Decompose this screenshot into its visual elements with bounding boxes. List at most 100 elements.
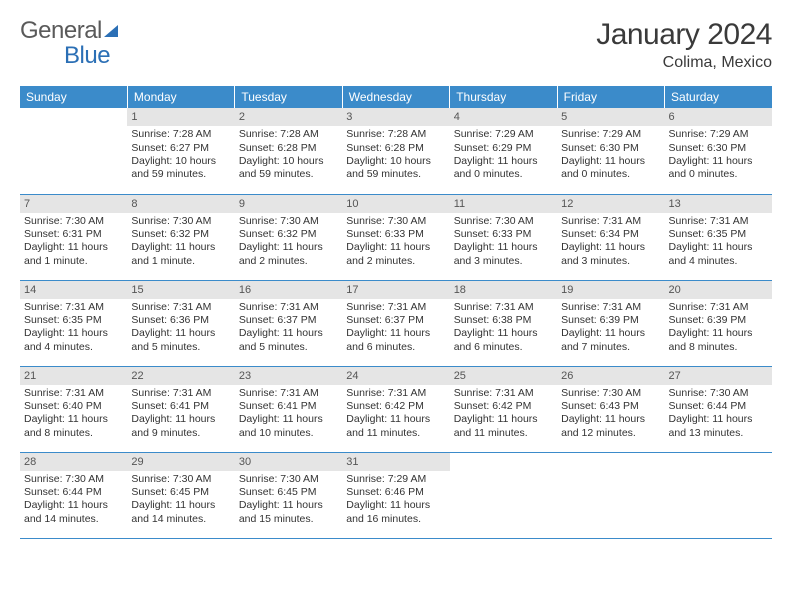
day-number: 10 (342, 195, 449, 213)
calendar-week-row: 7Sunrise: 7:30 AMSunset: 6:31 PMDaylight… (20, 194, 772, 280)
calendar-day-cell: 6Sunrise: 7:29 AMSunset: 6:30 PMDaylight… (665, 108, 772, 194)
day-number: 2 (235, 108, 342, 126)
daylight-line: Daylight: 11 hours and 0 minutes. (669, 155, 753, 180)
day-number: 28 (20, 453, 127, 471)
daylight-line: Daylight: 11 hours and 3 minutes. (561, 241, 645, 266)
daylight-line: Daylight: 11 hours and 3 minutes. (454, 241, 538, 266)
sunrise-line: Sunrise: 7:30 AM (24, 215, 104, 227)
day-body: Sunrise: 7:29 AMSunset: 6:29 PMDaylight:… (450, 126, 557, 185)
calendar-day-cell: 2Sunrise: 7:28 AMSunset: 6:28 PMDaylight… (235, 108, 342, 194)
daylight-line: Daylight: 11 hours and 15 minutes. (239, 499, 323, 524)
calendar-day-cell: 28Sunrise: 7:30 AMSunset: 6:44 PMDayligh… (20, 452, 127, 538)
location-text: Colima, Mexico (596, 54, 772, 72)
page-header: GeneralBlue January 2024 Colima, Mexico (20, 18, 772, 72)
sunset-line: Sunset: 6:35 PM (24, 314, 102, 326)
calendar-day-cell: 1Sunrise: 7:28 AMSunset: 6:27 PMDaylight… (127, 108, 234, 194)
day-body: Sunrise: 7:31 AMSunset: 6:38 PMDaylight:… (450, 299, 557, 358)
day-number: 12 (557, 195, 664, 213)
calendar-day-cell: 23Sunrise: 7:31 AMSunset: 6:41 PMDayligh… (235, 366, 342, 452)
sunrise-line: Sunrise: 7:30 AM (131, 215, 211, 227)
calendar-day-cell: 22Sunrise: 7:31 AMSunset: 6:41 PMDayligh… (127, 366, 234, 452)
sunset-line: Sunset: 6:37 PM (239, 314, 317, 326)
day-number: 3 (342, 108, 449, 126)
day-body: Sunrise: 7:31 AMSunset: 6:37 PMDaylight:… (235, 299, 342, 358)
daylight-line: Daylight: 11 hours and 11 minutes. (454, 413, 538, 438)
sunrise-line: Sunrise: 7:31 AM (24, 301, 104, 313)
sunrise-line: Sunrise: 7:31 AM (669, 301, 749, 313)
daylight-line: Daylight: 11 hours and 5 minutes. (239, 327, 323, 352)
sunset-line: Sunset: 6:38 PM (454, 314, 532, 326)
sunrise-line: Sunrise: 7:31 AM (454, 387, 534, 399)
day-number: 25 (450, 367, 557, 385)
logo-text-right: Blue (64, 42, 110, 69)
calendar-day-cell: 12Sunrise: 7:31 AMSunset: 6:34 PMDayligh… (557, 194, 664, 280)
sunset-line: Sunset: 6:39 PM (669, 314, 747, 326)
calendar-day-cell: 30Sunrise: 7:30 AMSunset: 6:45 PMDayligh… (235, 452, 342, 538)
daylight-line: Daylight: 11 hours and 6 minutes. (346, 327, 430, 352)
daylight-line: Daylight: 11 hours and 7 minutes. (561, 327, 645, 352)
daylight-line: Daylight: 11 hours and 4 minutes. (24, 327, 108, 352)
sunrise-line: Sunrise: 7:31 AM (24, 387, 104, 399)
sunrise-line: Sunrise: 7:31 AM (346, 387, 426, 399)
day-body: Sunrise: 7:30 AMSunset: 6:32 PMDaylight:… (127, 213, 234, 272)
calendar-day-cell: 13Sunrise: 7:31 AMSunset: 6:35 PMDayligh… (665, 194, 772, 280)
sunset-line: Sunset: 6:46 PM (346, 486, 424, 498)
sunset-line: Sunset: 6:40 PM (24, 400, 102, 412)
weekday-header: Wednesday (342, 86, 449, 108)
sunset-line: Sunset: 6:42 PM (346, 400, 424, 412)
calendar-day-cell: 7Sunrise: 7:30 AMSunset: 6:31 PMDaylight… (20, 194, 127, 280)
sunset-line: Sunset: 6:44 PM (669, 400, 747, 412)
page-title: January 2024 (596, 18, 772, 52)
daylight-line: Daylight: 11 hours and 14 minutes. (24, 499, 108, 524)
day-body: Sunrise: 7:30 AMSunset: 6:45 PMDaylight:… (235, 471, 342, 530)
day-number: 14 (20, 281, 127, 299)
calendar-day-cell: 26Sunrise: 7:30 AMSunset: 6:43 PMDayligh… (557, 366, 664, 452)
calendar-day-cell: 17Sunrise: 7:31 AMSunset: 6:37 PMDayligh… (342, 280, 449, 366)
daylight-line: Daylight: 11 hours and 0 minutes. (454, 155, 538, 180)
daylight-line: Daylight: 11 hours and 14 minutes. (131, 499, 215, 524)
day-body: Sunrise: 7:31 AMSunset: 6:37 PMDaylight:… (342, 299, 449, 358)
sunset-line: Sunset: 6:41 PM (131, 400, 209, 412)
day-number: 11 (450, 195, 557, 213)
calendar-day-cell: 10Sunrise: 7:30 AMSunset: 6:33 PMDayligh… (342, 194, 449, 280)
calendar-table: SundayMondayTuesdayWednesdayThursdayFrid… (20, 86, 772, 539)
calendar-week-row: 21Sunrise: 7:31 AMSunset: 6:40 PMDayligh… (20, 366, 772, 452)
calendar-empty-cell (20, 108, 127, 194)
day-body: Sunrise: 7:31 AMSunset: 6:39 PMDaylight:… (665, 299, 772, 358)
day-body: Sunrise: 7:28 AMSunset: 6:28 PMDaylight:… (235, 126, 342, 185)
day-number: 9 (235, 195, 342, 213)
daylight-line: Daylight: 11 hours and 4 minutes. (669, 241, 753, 266)
day-body: Sunrise: 7:31 AMSunset: 6:36 PMDaylight:… (127, 299, 234, 358)
daylight-line: Daylight: 11 hours and 16 minutes. (346, 499, 430, 524)
day-body: Sunrise: 7:31 AMSunset: 6:41 PMDaylight:… (235, 385, 342, 444)
sunrise-line: Sunrise: 7:31 AM (346, 301, 426, 313)
daylight-line: Daylight: 10 hours and 59 minutes. (131, 155, 216, 180)
day-number: 27 (665, 367, 772, 385)
sunset-line: Sunset: 6:32 PM (239, 228, 317, 240)
day-body: Sunrise: 7:28 AMSunset: 6:27 PMDaylight:… (127, 126, 234, 185)
day-body: Sunrise: 7:29 AMSunset: 6:30 PMDaylight:… (665, 126, 772, 185)
daylight-line: Daylight: 11 hours and 10 minutes. (239, 413, 323, 438)
day-number: 22 (127, 367, 234, 385)
day-number: 1 (127, 108, 234, 126)
day-body: Sunrise: 7:31 AMSunset: 6:42 PMDaylight:… (342, 385, 449, 444)
day-number: 8 (127, 195, 234, 213)
calendar-empty-cell (450, 452, 557, 538)
sunset-line: Sunset: 6:27 PM (131, 142, 209, 154)
calendar-day-cell: 14 Sunrise: 7:31 AMSunset: 6:35 PMDayligh… (20, 280, 127, 366)
day-number: 16 (235, 281, 342, 299)
logo: GeneralBlue (20, 18, 119, 68)
daylight-line: Daylight: 11 hours and 11 minutes. (346, 413, 430, 438)
day-number: 7 (20, 195, 127, 213)
day-body: Sunrise: 7:30 AMSunset: 6:33 PMDaylight:… (450, 213, 557, 272)
day-body: Sunrise: 7:31 AMSunset: 6:42 PMDaylight:… (450, 385, 557, 444)
weekday-header-row: SundayMondayTuesdayWednesdayThursdayFrid… (20, 86, 772, 108)
day-number: 13 (665, 195, 772, 213)
sunset-line: Sunset: 6:39 PM (561, 314, 639, 326)
sunrise-line: Sunrise: 7:30 AM (346, 215, 426, 227)
day-body: Sunrise: 7:31 AMSunset: 6:40 PMDaylight:… (20, 385, 127, 444)
day-number: 24 (342, 367, 449, 385)
day-number: 20 (665, 281, 772, 299)
weekday-header: Friday (557, 86, 664, 108)
calendar-day-cell: 4Sunrise: 7:29 AMSunset: 6:29 PMDaylight… (450, 108, 557, 194)
